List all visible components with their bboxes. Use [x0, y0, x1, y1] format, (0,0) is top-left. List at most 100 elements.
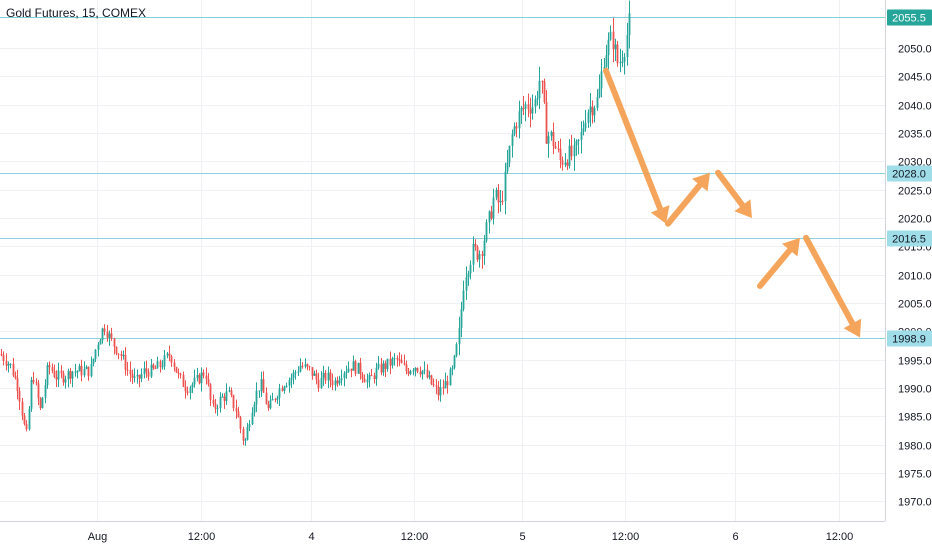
candle-body — [108, 333, 111, 338]
candle-body — [74, 371, 77, 373]
candle-body — [616, 44, 619, 64]
candle-body — [451, 367, 454, 370]
candle-body — [101, 328, 104, 341]
candle-body — [69, 370, 72, 379]
candle-body — [7, 364, 10, 366]
candle-body — [453, 355, 456, 368]
candle-body — [506, 162, 509, 172]
candle-body — [439, 387, 442, 396]
candle-body — [147, 371, 150, 377]
projection-arrow-shaft — [715, 169, 746, 209]
candle-body — [331, 380, 334, 386]
candle-body — [547, 135, 550, 144]
candle-body — [239, 417, 242, 429]
candle-body — [152, 364, 155, 369]
candle-body — [607, 39, 610, 56]
candle-body — [265, 392, 268, 405]
candle-body — [426, 369, 429, 378]
candle-body — [166, 353, 169, 356]
candle-body — [242, 428, 245, 441]
level-tag — [887, 230, 932, 247]
candle-body — [469, 264, 472, 274]
candle-body — [202, 372, 205, 376]
candle-body — [575, 141, 578, 146]
candle-body — [129, 369, 132, 375]
candle-body — [219, 396, 222, 408]
candle-body — [449, 369, 452, 386]
candle-body — [527, 104, 530, 110]
candle-body — [564, 162, 567, 166]
projection-arrow-shaft — [757, 247, 793, 289]
candle-body — [62, 373, 65, 383]
level-tag — [887, 330, 932, 347]
candle-body — [154, 368, 157, 370]
candle-body — [225, 391, 228, 401]
candle-body — [393, 357, 396, 359]
candle-body — [495, 189, 498, 198]
projection-arrow-head — [734, 199, 752, 219]
level-tag-label: 2055.5 — [892, 13, 926, 25]
candle-body — [458, 327, 461, 345]
candle-body — [170, 356, 173, 363]
candle-body — [373, 375, 376, 380]
candle-body — [589, 106, 592, 113]
candle-body — [389, 358, 392, 366]
candle-body — [12, 363, 15, 376]
candle-body — [39, 398, 42, 409]
candle-body — [145, 368, 148, 372]
candle-body — [117, 353, 120, 355]
candle-body — [492, 197, 495, 219]
projection-arrow-head — [692, 172, 710, 192]
candle-body — [405, 364, 408, 372]
candle-body — [196, 374, 199, 378]
candle-body — [5, 360, 8, 366]
candle-body — [115, 346, 118, 354]
candle-body — [308, 366, 311, 368]
candle-body — [513, 126, 516, 135]
candle-body — [80, 365, 83, 376]
candle-body — [223, 396, 226, 401]
candle-body — [481, 254, 484, 256]
candle-body — [386, 358, 389, 369]
y-tick-label: 1980.0 — [898, 441, 932, 453]
candle-body — [435, 385, 438, 387]
candle-body — [340, 378, 343, 381]
candle-body — [419, 371, 422, 375]
candle-body — [409, 371, 412, 374]
candle-body — [78, 365, 81, 372]
candle-body — [396, 357, 399, 360]
candle-body — [428, 375, 431, 378]
candle-body — [570, 145, 573, 157]
candle-body — [612, 31, 615, 50]
candle-body — [561, 160, 564, 166]
y-tick-label: 2005.0 — [898, 299, 932, 311]
candle-body — [122, 354, 125, 356]
candle-body — [515, 126, 518, 129]
candle-body — [524, 104, 527, 109]
candle-body — [380, 363, 383, 373]
grid — [0, 0, 885, 521]
candle-body — [538, 80, 541, 99]
candle-body — [87, 366, 90, 377]
candle-body — [311, 367, 314, 376]
y-tick-label: 2045.0 — [898, 72, 932, 84]
candle-body — [552, 131, 555, 147]
candle-body — [568, 145, 571, 167]
candle-body — [455, 344, 458, 356]
candle-body — [110, 333, 113, 339]
candle-body — [18, 391, 21, 402]
candle-body — [301, 365, 304, 367]
candle-body — [214, 403, 217, 409]
candle-body — [14, 375, 17, 379]
candle-body — [46, 365, 49, 386]
candle-body — [60, 370, 63, 374]
candle-body — [299, 365, 302, 372]
candle-body — [370, 375, 373, 377]
candle-body — [485, 222, 488, 241]
candle-body — [51, 367, 54, 371]
candle-body — [103, 328, 106, 332]
x-tick-label: 6 — [732, 531, 738, 543]
candle-body — [382, 363, 385, 373]
y-tick-label: 1985.0 — [898, 412, 932, 424]
